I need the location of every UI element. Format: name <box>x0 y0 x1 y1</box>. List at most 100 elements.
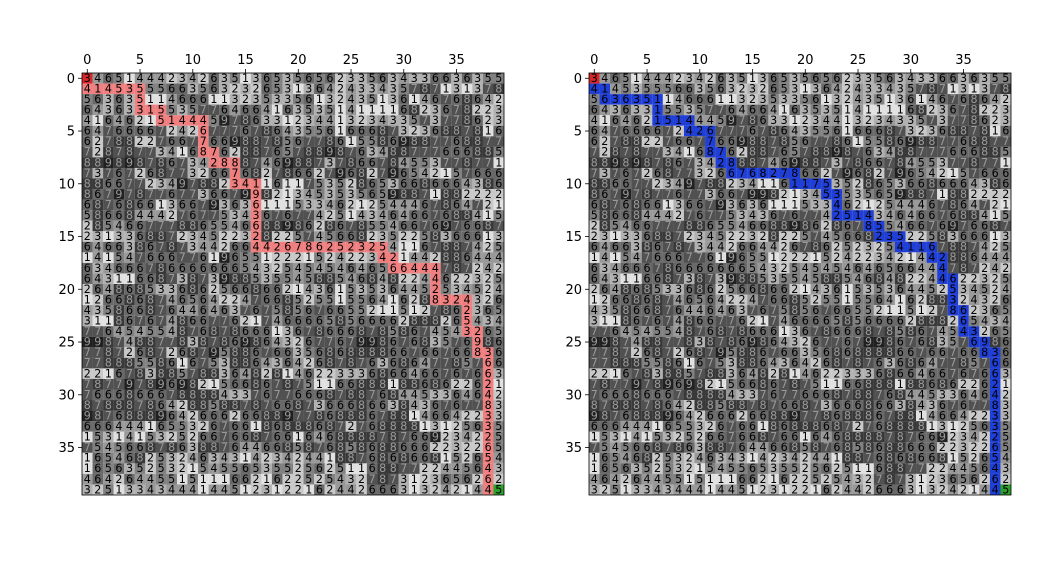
grid-cell <box>324 115 336 126</box>
cell-value-label: 7 <box>464 125 471 138</box>
cell-value-label: 6 <box>316 388 323 401</box>
cell-value-label: 4 <box>126 431 133 444</box>
grid-cell <box>198 167 209 179</box>
cell-value-label: 8 <box>347 357 354 370</box>
cell-value-label: 6 <box>189 146 196 159</box>
grid-cell <box>282 442 294 453</box>
cell-value-label: 3 <box>453 431 460 444</box>
grid-cell <box>240 146 251 158</box>
grid-cell <box>134 199 146 211</box>
grid-cell <box>103 125 114 137</box>
cell-value-label: 8 <box>411 135 418 148</box>
grid-cell <box>250 410 262 422</box>
grid-cell <box>250 326 262 337</box>
cell-value-label: 8 <box>474 135 481 148</box>
cell-value-label: 2 <box>432 251 439 264</box>
grid-cell <box>831 83 843 95</box>
cell-value-label: 6 <box>105 325 112 338</box>
cell-value-label: 3 <box>390 93 397 106</box>
cell-value-label: 8 <box>379 367 386 380</box>
cell-value-label: 3 <box>242 82 249 95</box>
cell-value-label: 6 <box>612 72 619 85</box>
grid-cell <box>451 115 462 126</box>
cell-value-label: 2 <box>147 452 154 465</box>
grid-cell <box>472 210 483 221</box>
grid-cell <box>219 136 230 147</box>
grid-cell <box>208 463 220 474</box>
y-tick-label: 15 <box>58 230 75 245</box>
grid-cell <box>451 368 462 379</box>
grid-cell <box>187 73 199 84</box>
cell-value-label: 7 <box>84 441 91 454</box>
cell-value-label: 2 <box>337 82 344 95</box>
cell-value-label: 3 <box>474 272 481 285</box>
grid-cell <box>166 241 177 253</box>
grid-cell <box>430 284 441 295</box>
grid-cell <box>314 157 325 168</box>
grid-cell <box>842 73 853 84</box>
grid-cell <box>176 452 188 464</box>
cell-value-label: 5 <box>326 315 333 328</box>
cell-value-label: 6 <box>126 315 133 328</box>
cell-value-label: 2 <box>358 251 365 264</box>
grid-cell <box>366 389 378 401</box>
grid-cell <box>250 252 262 263</box>
grid-cell <box>387 231 399 242</box>
cell-value-label: 2 <box>453 272 460 285</box>
grid-cell <box>250 157 262 168</box>
grid-cell <box>430 336 441 348</box>
grid-cell <box>461 347 473 358</box>
cell-value-label: 6 <box>242 409 249 422</box>
grid-cell <box>208 431 220 443</box>
cell-value-label: 7 <box>168 272 175 285</box>
cell-value-label: 2 <box>263 367 270 380</box>
grid-cell <box>82 115 93 126</box>
grid-cell <box>482 378 494 390</box>
grid-cell <box>198 136 209 147</box>
cell-value-label: 7 <box>442 135 449 148</box>
grid-cell <box>250 273 262 285</box>
cell-value-label: 6 <box>432 399 439 412</box>
grid-cell <box>493 294 505 306</box>
grid-cell <box>240 410 251 422</box>
cell-value-label: 3 <box>189 156 196 169</box>
grid-cell <box>345 336 357 348</box>
grid-cell <box>113 94 125 105</box>
grid-cell <box>335 83 346 95</box>
grid-cell <box>314 421 325 432</box>
cell-value-label: 8 <box>305 156 312 169</box>
grid-cell <box>293 104 304 116</box>
cell-value-label: 4 <box>136 72 143 85</box>
cell-value-label: 8 <box>347 156 354 169</box>
grid-cell <box>166 442 177 453</box>
cell-value-label: 6 <box>168 357 175 370</box>
grid-cell <box>303 378 315 390</box>
grid-cell <box>176 326 188 337</box>
cell-value-label: 8 <box>284 293 291 306</box>
cell-value-label: 6 <box>200 304 207 317</box>
cell-value-label: 4 <box>200 230 207 243</box>
grid-cell <box>324 125 336 137</box>
grid-cell <box>345 104 357 116</box>
cell-value-label: 2 <box>316 167 323 180</box>
grid-cell <box>430 94 441 105</box>
cell-value-label: 2 <box>421 462 428 475</box>
grid-cell <box>198 368 209 379</box>
grid-cell <box>366 484 378 496</box>
grid-cell <box>103 178 114 190</box>
grid-cell <box>271 220 283 232</box>
cell-value-label: 4 <box>284 452 291 465</box>
cell-value-label: 4 <box>337 483 344 496</box>
grid-cell <box>303 315 315 327</box>
grid-cell <box>145 252 156 263</box>
cell-value-label: 6 <box>369 188 376 201</box>
grid-cell <box>324 347 336 358</box>
grid-cell <box>271 262 283 274</box>
grid-cell <box>472 378 483 390</box>
grid-cell <box>92 389 104 401</box>
cell-value-label: 4 <box>136 473 143 486</box>
grid-cell <box>166 357 177 369</box>
cell-value-label: 6 <box>136 304 143 317</box>
cell-value-label: 2 <box>474 325 481 338</box>
cell-value-label: 3 <box>760 93 767 106</box>
